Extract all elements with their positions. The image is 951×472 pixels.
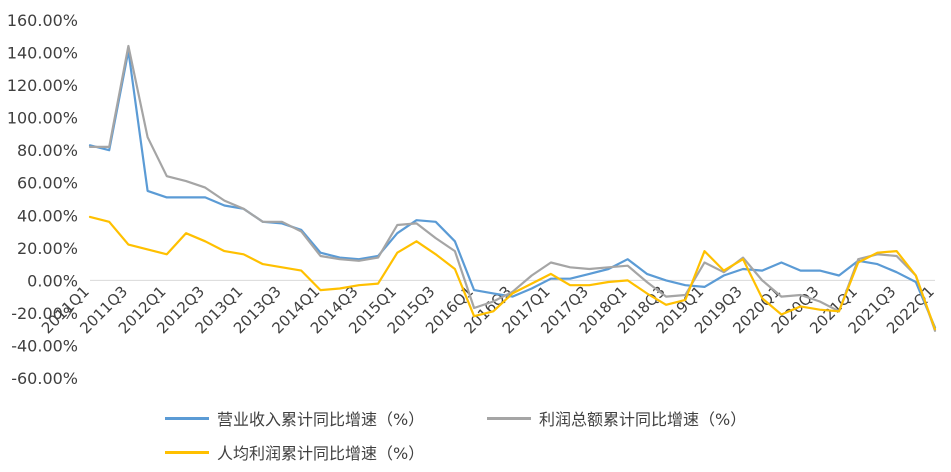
y-tick-label: -60.00% — [11, 369, 78, 388]
legend-swatch-revenue — [165, 416, 209, 420]
series-line-profit — [88, 44, 937, 332]
y-tick-label: 0.00% — [27, 271, 78, 290]
y-tick-label: 160.00% — [7, 11, 78, 30]
series-line-per-capita-profit — [88, 215, 937, 331]
y-tick-label: 100.00% — [7, 109, 78, 128]
y-tick-label: -20.00% — [11, 304, 78, 323]
legend-item-per-capita-profit: 人均利润累计同比增速（%） — [165, 440, 424, 464]
legend-item-profit: 利润总额累计同比增速（%） — [487, 406, 746, 430]
y-tick-label: 40.00% — [17, 206, 78, 225]
y-tick-label: 140.00% — [7, 44, 78, 63]
y-tick-label: -40.00% — [11, 336, 78, 355]
y-tick-label: 60.00% — [17, 174, 78, 193]
legend-label-revenue: 营业收入累计同比增速（%） — [217, 410, 425, 429]
y-tick-label: 20.00% — [17, 239, 78, 258]
legend-swatch-profit — [487, 416, 531, 420]
line-chart: 160.00% 140.00% 120.00% 100.00% 80.00% 60.00%… — [7, 11, 938, 388]
legend-item-revenue: 营业收入累计同比增速（%） — [165, 406, 424, 430]
legend-label-per-capita-profit: 人均利润累计同比增速（%） — [217, 444, 425, 463]
y-tick-label: 80.00% — [17, 141, 78, 160]
series-line-revenue — [88, 49, 937, 329]
legend-swatch-per-capita-profit — [165, 450, 209, 454]
legend: 营业收入累计同比增速（%） 利润总额累计同比增速（%） 人均利润累计同比增速（%… — [0, 400, 951, 472]
y-tick-label: 120.00% — [7, 76, 78, 95]
legend-label-profit: 利润总额累计同比增速（%） — [539, 410, 747, 429]
